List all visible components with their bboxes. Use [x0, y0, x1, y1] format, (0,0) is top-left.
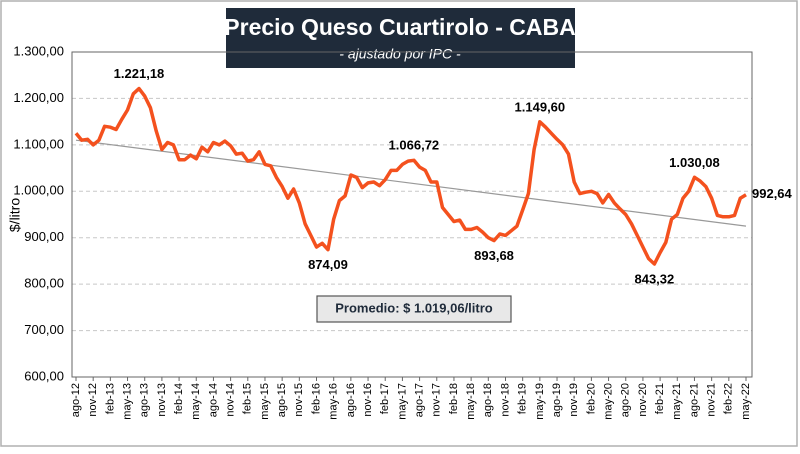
x-tick-label: ago-16 [345, 383, 357, 417]
x-tick-label: ago-12 [70, 383, 82, 417]
data-line [74, 86, 747, 266]
y-axis-label: $/litro [7, 198, 23, 232]
x-tick-label: nov-14 [225, 383, 237, 417]
data-label: 1.030,08 [669, 155, 720, 170]
y-tick-label: 1.200,00 [13, 90, 64, 105]
x-tick-label: feb-19 [517, 383, 529, 414]
x-tick-label: nov-12 [87, 383, 99, 417]
x-tick-label: ago-15 [276, 383, 288, 417]
x-tick-label: feb-22 [723, 383, 735, 414]
y-tick-label: 1.000,00 [13, 183, 64, 198]
title-box [226, 8, 575, 68]
x-tick-label: nov-13 [156, 383, 168, 417]
x-tick-label: may-13 [121, 383, 133, 420]
data-label: 992,64 [752, 186, 793, 201]
data-label: 1.149,60 [515, 99, 566, 114]
y-tick-label: 1.100,00 [13, 136, 64, 151]
x-tick-label: feb-17 [379, 383, 391, 414]
data-label: 1.066,72 [389, 138, 440, 153]
x-tick-label: may-14 [190, 383, 202, 420]
x-tick-label: may-17 [396, 383, 408, 420]
y-tick-label: 900,00 [24, 229, 64, 244]
y-tick-label: 600,00 [24, 368, 64, 383]
y-tick-label: 800,00 [24, 276, 64, 291]
x-tick-label: ago-17 [413, 383, 425, 417]
x-tick-label: nov-15 [293, 383, 305, 417]
x-tick-label: may-21 [671, 383, 683, 420]
x-tick-label: may-22 [740, 383, 752, 420]
x-tick-label: feb-13 [104, 383, 116, 414]
x-tick-label: feb-18 [448, 383, 460, 414]
x-tick-label: feb-21 [654, 383, 666, 414]
data-label: 1.221,18 [114, 66, 165, 81]
plot-area [71, 51, 753, 378]
x-tick-label: nov-18 [499, 383, 511, 417]
x-tick-label: nov-21 [706, 383, 718, 417]
x-tick-label: may-15 [259, 383, 271, 420]
x-tick-label: feb-15 [242, 383, 254, 414]
data-label: 843,32 [634, 271, 674, 286]
x-tick-label: ago-13 [139, 383, 151, 417]
x-tick-label: ago-18 [482, 383, 494, 417]
x-tick-label: nov-16 [362, 383, 374, 417]
x-tick-label: feb-14 [173, 383, 185, 414]
x-tick-label: feb-20 [585, 383, 597, 414]
chart-subtitle: - ajustado por IPC - [339, 46, 461, 62]
x-tick-label: nov-20 [637, 383, 649, 417]
chart-title: Precio Queso Cuartirolo - CABA [224, 14, 575, 40]
x-tick-label: ago-20 [620, 383, 632, 417]
x-tick-label: ago-19 [551, 383, 563, 417]
x-tick-label: may-16 [328, 383, 340, 420]
x-tick-label: may-18 [465, 383, 477, 420]
x-tick-label: nov-17 [431, 383, 443, 417]
x-tick-label: ago-14 [207, 383, 219, 417]
data-label: 893,68 [474, 248, 514, 263]
x-tick-label: may-19 [534, 383, 546, 420]
x-tick-label: may-20 [602, 383, 614, 420]
x-tick-label: nov-19 [568, 383, 580, 417]
data-label: 874,09 [308, 257, 348, 272]
annotation: Promedio: $ 1.019,06/litro [335, 300, 493, 315]
x-tick-label: feb-16 [310, 383, 322, 414]
trend-line [75, 139, 747, 227]
y-tick-label: 700,00 [24, 322, 64, 337]
y-tick-label: 1.300,00 [13, 43, 64, 58]
x-tick-label: ago-21 [688, 383, 700, 417]
annotation-box [316, 295, 512, 323]
